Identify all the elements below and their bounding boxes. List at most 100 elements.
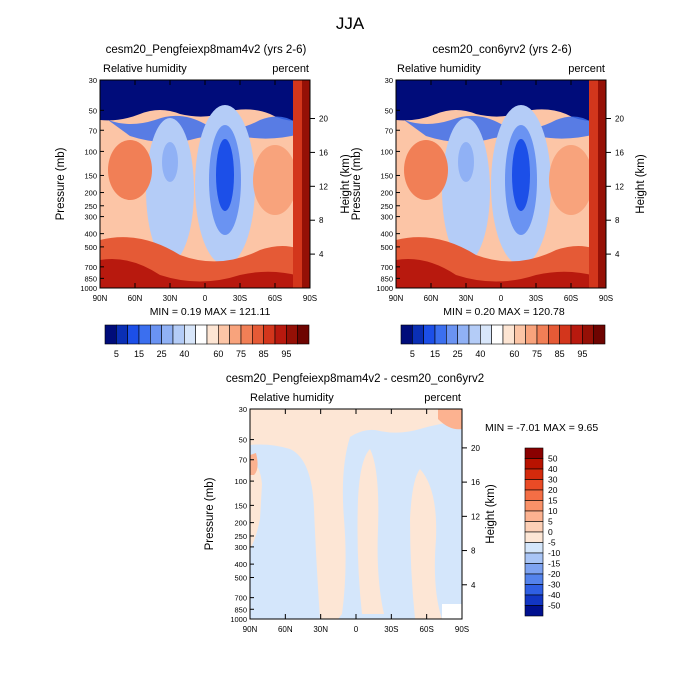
y-right-tick: 12 <box>606 182 624 191</box>
panel-3-y-axis-label: Pressure (mb) <box>204 477 216 550</box>
panel-2-y-right-ticks: 20 16 12 8 4 <box>606 115 624 259</box>
colorbar-swatch <box>593 324 606 345</box>
y-right-tick-label: 8 <box>471 547 476 556</box>
y-right-tick: 16 <box>310 148 328 157</box>
panel-1-y-right-ticks: 20 16 12 8 4 <box>310 115 328 259</box>
x-tick: 90N <box>93 80 108 303</box>
colorbar-label: 75 <box>532 349 542 359</box>
y-tick-label: 300 <box>84 213 97 222</box>
colorbar-label: 40 <box>179 349 189 359</box>
y-tick: 850 <box>380 274 400 283</box>
y-tick-label: 200 <box>234 519 247 528</box>
y-tick-label: 150 <box>380 171 393 180</box>
colorbar-label: 85 <box>259 349 269 359</box>
colorbar-label: -50 <box>548 601 561 611</box>
panel-2-title: cesm20_con6yrv2 (yrs 2-6) <box>432 44 571 56</box>
y-tick: 700 <box>84 263 104 272</box>
y-right-tick: 4 <box>606 250 620 259</box>
y-tick-label: 700 <box>84 263 97 272</box>
y-tick-label: 850 <box>234 605 247 614</box>
panel-2: cesm20_con6yrv2 (yrs 2-6) Relative humid… <box>351 44 647 359</box>
colorbar-swatch <box>446 324 458 345</box>
y-tick-label: 100 <box>380 147 393 156</box>
y-tick-label: 30 <box>239 405 247 414</box>
y-tick: 1000 <box>80 284 104 293</box>
x-tick-label: 30N <box>459 294 474 303</box>
colorbar-swatch <box>524 468 544 480</box>
colorbar-swatch <box>524 510 544 522</box>
colorbar-swatch <box>127 324 140 345</box>
panel-3-title: cesm20_Pengfeiexp8mam4v2 - cesm20_con6yr… <box>226 373 484 385</box>
colorbar-swatch <box>480 324 492 345</box>
x-tick-label: 30N <box>313 625 328 634</box>
colorbar-label: -15 <box>548 559 561 569</box>
y-tick-label: 400 <box>380 230 393 239</box>
y-tick: 50 <box>239 436 254 445</box>
colorbar-swatch <box>218 324 230 345</box>
y-right-tick: 8 <box>606 216 620 225</box>
panel-1-y-right-axis-label: Height (km) <box>340 154 352 214</box>
colorbar-swatch <box>524 594 544 606</box>
x-tick-label: 60N <box>424 294 439 303</box>
y-tick: 850 <box>234 605 254 614</box>
y-tick-label: 250 <box>234 532 247 541</box>
colorbar-label: 15 <box>430 349 440 359</box>
y-tick-label: 500 <box>234 573 247 582</box>
colorbar-swatch <box>524 563 544 575</box>
colorbar-swatch <box>502 324 515 345</box>
y-tick: 50 <box>89 106 104 115</box>
panel-1: cesm20_Pengfeiexp8mam4v2 (yrs 2-6) Relat… <box>55 44 352 359</box>
colorbar-swatch <box>524 552 544 564</box>
y-tick: 300 <box>84 213 104 222</box>
colorbar-swatch <box>524 605 544 617</box>
y-tick: 50 <box>385 106 400 115</box>
y-tick: 500 <box>234 573 254 582</box>
y-tick-label: 100 <box>84 147 97 156</box>
colorbar-swatch <box>195 324 208 345</box>
colorbar-swatch <box>570 324 583 345</box>
colorbar-swatch <box>423 324 436 345</box>
x-tick-label: 30S <box>384 625 398 634</box>
y-tick: 150 <box>380 171 400 180</box>
y-right-tick-label: 20 <box>471 444 480 453</box>
colorbar-swatch <box>206 324 219 345</box>
colorbar-label: 75 <box>236 349 246 359</box>
colorbar-swatch <box>274 324 287 345</box>
y-right-tick: 20 <box>310 115 328 124</box>
colorbar-swatch <box>524 531 544 543</box>
x-tick-label: 0 <box>203 294 208 303</box>
y-tick: 200 <box>380 189 400 198</box>
colorbar-label: 95 <box>577 349 587 359</box>
colorbar-label: 10 <box>548 506 558 516</box>
colorbar-label: -5 <box>548 538 556 548</box>
x-tick: 30N <box>163 80 178 303</box>
y-tick-label: 250 <box>84 202 97 211</box>
x-tick-label: 60N <box>278 625 293 634</box>
x-tick-label: 90S <box>303 294 317 303</box>
y-tick-label: 850 <box>84 274 97 283</box>
y-tick: 700 <box>234 594 254 603</box>
panel-1-field <box>100 80 310 288</box>
panel-3-y-right-axis-label: Height (km) <box>485 484 497 544</box>
panel-3-field <box>250 409 462 619</box>
y-tick-label: 500 <box>380 243 393 252</box>
panel-3-stats: MIN = -7.01 MAX = 9.65 <box>485 422 598 434</box>
y-tick: 1000 <box>376 284 400 293</box>
figure-title: JJA <box>336 14 365 33</box>
x-tick: 30S <box>233 80 247 303</box>
colorbar-swatch <box>457 324 470 345</box>
colorbar-label: 25 <box>157 349 167 359</box>
y-right-tick: 20 <box>462 444 480 453</box>
panel-2-stats: MIN = 0.20 MAX = 120.78 <box>443 306 565 318</box>
y-right-tick: 16 <box>606 148 624 157</box>
colorbar-label: -30 <box>548 580 561 590</box>
y-right-tick: 8 <box>462 547 476 556</box>
x-tick-label: 90S <box>455 625 469 634</box>
colorbar-swatch <box>150 324 162 345</box>
y-tick: 30 <box>89 76 104 85</box>
y-right-tick: 20 <box>606 115 624 124</box>
y-tick: 400 <box>380 230 400 239</box>
y-tick-label: 1000 <box>230 615 247 624</box>
